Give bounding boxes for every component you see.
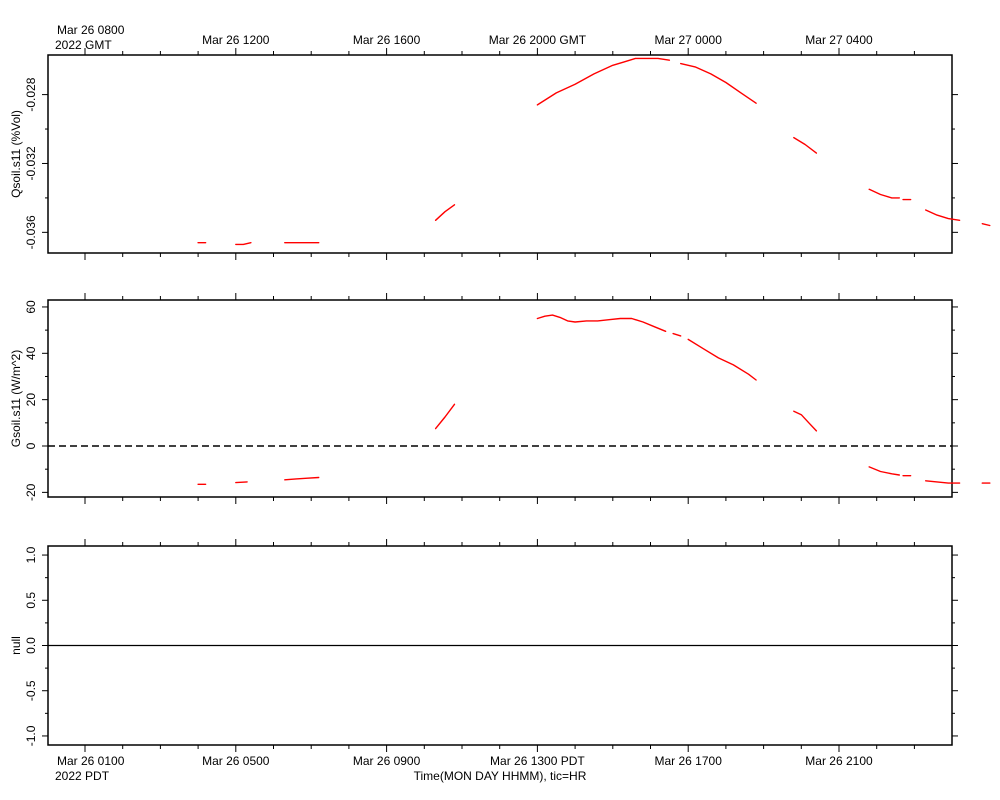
- bottom-axis-label: Mar 26 1300 PDT: [490, 754, 585, 768]
- series-segment: [868, 188, 900, 199]
- series-segment: [434, 403, 456, 430]
- series-segment: [284, 476, 320, 481]
- panel-qsoil: -0.028 -0.032 -0.036 Qsoil.s11 (%Vol): [9, 48, 991, 260]
- plot-frame: [47, 54, 953, 254]
- series-segment: [672, 332, 682, 337]
- series-segment: [536, 57, 671, 106]
- top-axis-year-label: 2022 GMT: [55, 38, 112, 52]
- y-tick-label: 40: [24, 346, 38, 360]
- top-axis-first-label: Mar 26 0800: [57, 23, 125, 37]
- y-axis-title: Qsoil.s11 (%Vol): [9, 110, 23, 198]
- bottom-axis-title: Time(MON DAY HHMM), tic=HR: [414, 769, 587, 783]
- series-segment: [235, 241, 252, 246]
- series-segment: [925, 209, 961, 222]
- panel-null: 1.0 0.5 0.0 -0.5 -1.0 null: [9, 539, 958, 752]
- y-tick-label: 60: [24, 300, 38, 314]
- top-axis-label: Mar 27 0000: [655, 33, 723, 47]
- y-tick-label: 0.5: [24, 592, 38, 609]
- series-segment: [687, 338, 757, 381]
- y-tick-label: -0.5: [24, 680, 38, 701]
- bottom-time-axis: Mar 26 0100 2022 PDT Mar 26 0500 Mar 26 0…: [55, 754, 873, 783]
- panel-gsoil: 60 40 20 0 -20 Gsoil.s11 (W/m^2): [9, 293, 991, 504]
- series-segment: [434, 204, 456, 222]
- bottom-axis-label: Mar 26 0900: [353, 754, 421, 768]
- y-axis-title: Gsoil.s11 (W/m^2): [9, 350, 23, 447]
- top-time-axis: Mar 26 0800 2022 GMT Mar 26 1200 Mar 26 1…: [55, 23, 873, 52]
- series-segment: [925, 480, 961, 484]
- top-axis-label: Mar 27 0400: [805, 33, 873, 47]
- series-segment: [868, 466, 900, 476]
- y-tick-label: 0: [24, 442, 38, 449]
- y-tick-label: 20: [24, 393, 38, 407]
- bottom-axis-label: Mar 26 1700: [655, 754, 723, 768]
- y-tick-label: -20: [24, 483, 38, 501]
- series-segment: [981, 222, 991, 227]
- series-segment: [793, 136, 818, 154]
- series-segment: [536, 314, 667, 332]
- bottom-axis-label: Mar 26 0500: [202, 754, 270, 768]
- series-segment: [793, 410, 818, 432]
- y-tick-label: -0.028: [24, 77, 38, 111]
- y-tick-label: 1.0: [24, 546, 38, 563]
- plot-frame: [47, 299, 953, 498]
- bottom-axis-year-label: 2022 PDT: [55, 769, 110, 783]
- top-axis-label: Mar 26 1200: [202, 33, 270, 47]
- y-tick-label: -0.032: [24, 146, 38, 180]
- y-tick-label: -1.0: [24, 725, 38, 746]
- bottom-axis-first-label: Mar 26 0100: [57, 754, 125, 768]
- series-segment: [235, 481, 248, 484]
- bottom-axis-label: Mar 26 2100: [805, 754, 873, 768]
- top-axis-label: Mar 26 1600: [353, 33, 421, 47]
- top-axis-label: Mar 26 2000 GMT: [489, 33, 587, 47]
- y-tick-label: 0.0: [24, 637, 38, 654]
- y-tick-label: -0.036: [24, 215, 38, 249]
- series-segment: [680, 62, 757, 104]
- y-axis-title: null: [9, 636, 23, 655]
